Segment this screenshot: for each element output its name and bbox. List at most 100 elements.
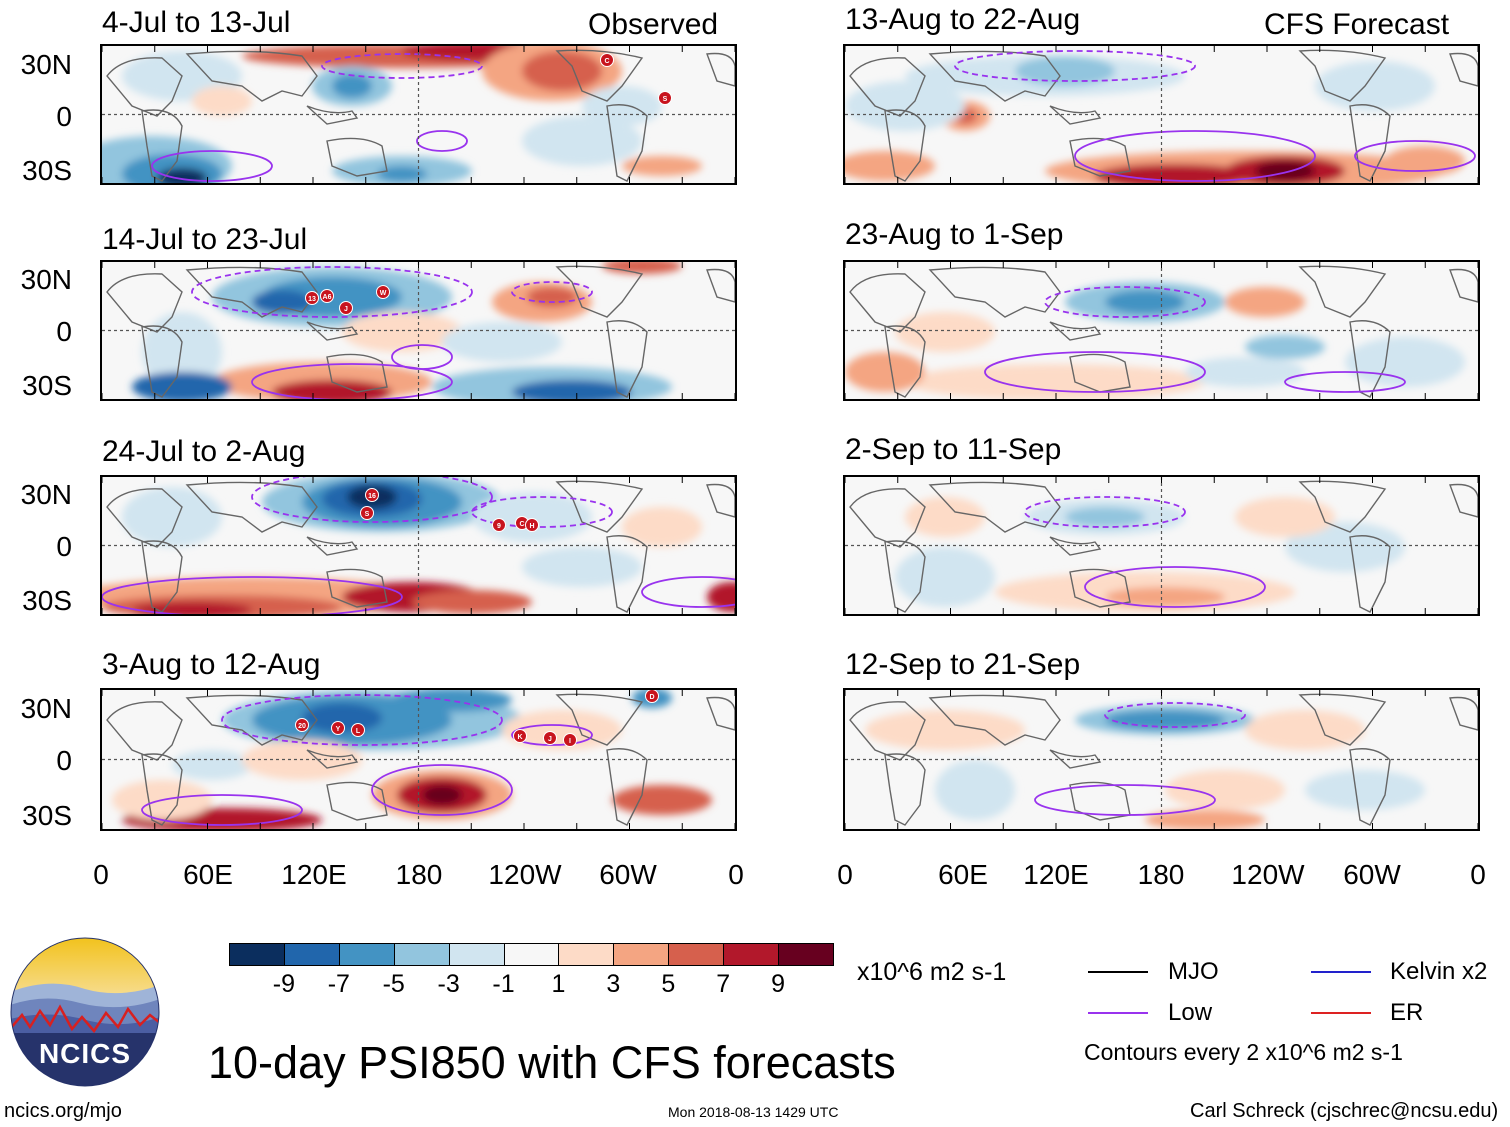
panel-title-3: 24-Jul to 2-Aug: [102, 435, 306, 468]
anomaly-region: [142, 312, 222, 392]
anomaly-region: [192, 86, 252, 116]
storm-label: 13: [308, 296, 316, 303]
colorbar-swatch: [448, 943, 505, 966]
ncics-logo-graphic: [10, 937, 160, 1087]
low-contour: [151, 150, 273, 182]
colorbar-swatch: [393, 943, 450, 966]
colorbar-label: 5: [661, 970, 676, 998]
continent-outline: [1298, 265, 1387, 318]
lon-label-120w: 120W: [1231, 859, 1305, 890]
legend-line-er: [1311, 1012, 1371, 1014]
continent-outline: [306, 321, 359, 341]
lon-label-180: 180: [1137, 859, 1185, 890]
continent-outline: [928, 694, 1061, 746]
colorbar-label: 3: [606, 970, 621, 998]
lat-label-30s: 30S: [22, 370, 72, 401]
continent-outline: [1049, 105, 1102, 125]
storm-marker: A6: [320, 289, 334, 303]
ncics-logo: NCICS: [10, 937, 160, 1087]
continent-outline: [1349, 320, 1391, 398]
anomaly-region: [1245, 335, 1325, 359]
anomaly-region: [377, 166, 427, 182]
colorbar-label: -7: [327, 970, 350, 998]
storm-label: C: [519, 521, 524, 528]
anomaly-region: [342, 312, 462, 352]
anomaly-region: [1315, 61, 1435, 111]
main-title: 10-day PSI850 with CFS forecasts: [208, 1037, 896, 1088]
anomaly-region: [895, 547, 995, 607]
low-contour: [251, 477, 493, 523]
continent-outline: [306, 105, 359, 125]
continent-outline: [1349, 748, 1391, 826]
storm-marker: 13: [305, 291, 319, 305]
lat-label-30s: 30S: [22, 585, 72, 616]
colorbar-swatch: [558, 943, 615, 966]
colorbar-swatch: [668, 943, 725, 966]
storm-marker: 9: [492, 518, 506, 532]
low-contour: [1104, 702, 1246, 728]
storm-marker: S: [658, 91, 672, 105]
colorbar-swatch: [613, 943, 670, 966]
footer-url[interactable]: ncics.org/mjo: [4, 1100, 122, 1122]
storm-label: S: [365, 511, 370, 518]
lat-label-30n: 30N: [20, 264, 72, 295]
anomaly-region: [422, 785, 462, 805]
lon-label-60e: 60E: [938, 859, 988, 890]
panel-title-4: 3-Aug to 12-Aug: [102, 648, 321, 681]
panel-title-7: 2-Sep to 11-Sep: [845, 433, 1062, 466]
anomaly-region: [332, 74, 372, 98]
logo-text: NCICS: [38, 1038, 132, 1069]
anomaly-region: [1165, 770, 1285, 810]
anomaly-region: [172, 750, 252, 780]
storm-label: Y: [336, 726, 341, 733]
colorbar-label: 9: [771, 970, 786, 998]
storm-marker: K: [513, 729, 527, 743]
anomaly-region: [602, 262, 682, 274]
anomaly-region: [707, 582, 735, 612]
anomaly-region: [1185, 357, 1305, 387]
lon-label-60w: 60W: [599, 859, 657, 890]
colorbar-label: -9: [272, 970, 296, 998]
continent-outline: [106, 273, 183, 333]
legend-line-mjo: [1088, 971, 1148, 973]
storm-marker: J: [339, 301, 353, 315]
colorbar-label: -1: [492, 970, 515, 998]
continent-outline: [706, 268, 735, 303]
continent-outline: [1298, 480, 1387, 533]
continent-outline: [185, 50, 318, 102]
low-contour: [321, 53, 483, 79]
anomaly-region: [252, 290, 312, 314]
lon-label-0: 0: [837, 859, 853, 890]
anomaly-region: [895, 312, 995, 352]
continent-outline: [555, 480, 644, 533]
anomaly-region: [392, 690, 512, 712]
continent-outline: [606, 535, 648, 613]
continent-outline: [928, 266, 1061, 318]
colorbar-label: -3: [437, 970, 460, 998]
anomaly-region: [527, 287, 577, 307]
anomaly-region: [1245, 710, 1365, 750]
colorbar-label: 7: [716, 970, 731, 998]
continent-outline: [706, 483, 735, 518]
anomaly-map: 20 Y L K J I D: [102, 690, 735, 829]
lat-label-30n: 30N: [20, 479, 72, 510]
anomaly-region: [1305, 770, 1425, 810]
colorbar-swatch: [778, 943, 834, 966]
map-panel-forecast-2: [843, 260, 1480, 401]
continent-outline: [849, 57, 926, 117]
anomaly-region: [935, 760, 1015, 820]
anomaly-region: [1105, 290, 1185, 314]
anomaly-region: [502, 710, 622, 750]
low-contour: [141, 794, 303, 826]
map-panel-forecast-3: [843, 475, 1480, 616]
anomaly-region: [522, 547, 642, 587]
continent-outline: [606, 320, 648, 398]
continent-outline: [106, 701, 183, 761]
anomaly-map: 13 A6 J W: [102, 262, 735, 399]
storm-label: 16: [368, 493, 376, 500]
legend-label-kelvin: Kelvin x2: [1390, 958, 1488, 985]
continent-outline: [849, 701, 926, 761]
storm-label: L: [356, 728, 361, 735]
storm-label: C: [604, 58, 609, 65]
low-contour: [1284, 371, 1406, 393]
